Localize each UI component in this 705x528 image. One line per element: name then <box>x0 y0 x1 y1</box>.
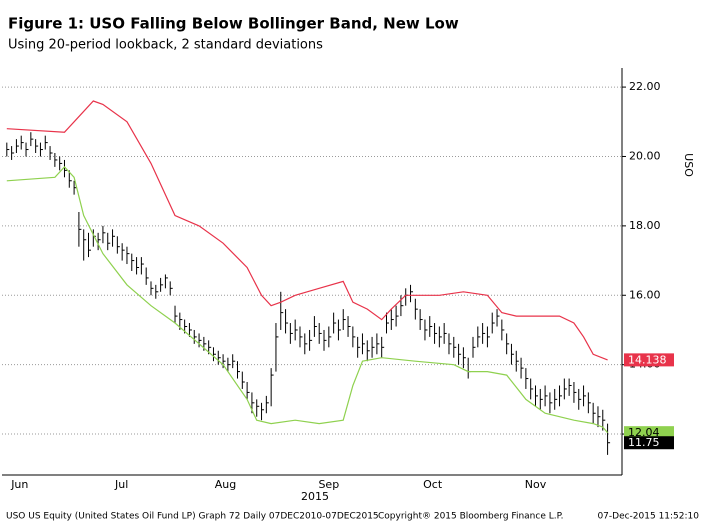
x-axis-label: 2015 <box>301 490 329 503</box>
last-value-badge <box>624 353 674 367</box>
chart-title: Figure 1: USO Falling Below Bollinger Ba… <box>8 15 459 33</box>
x-tick-label: Oct <box>423 478 443 491</box>
last-value-badge <box>624 436 674 450</box>
y-tick-label: 16.00 <box>629 288 661 301</box>
last-value-label: 11.75 <box>628 436 660 449</box>
x-tick-label: Jul <box>114 478 128 491</box>
y-axis-label: USO <box>682 153 695 177</box>
footer: USO US Equity (United States Oil Fund LP… <box>6 512 379 522</box>
y-tick-label: 18.00 <box>629 219 661 232</box>
y-tick-label: 22.00 <box>629 80 661 93</box>
last-value-label: 14.138 <box>628 353 667 366</box>
x-tick-label: Sep <box>318 478 339 491</box>
last-value-label: 12.04 <box>628 426 660 439</box>
footer: 07-Dec-2015 11:52:10 <box>597 512 699 522</box>
footer: Copyright® 2015 Bloomberg Finance L.P. <box>378 512 563 522</box>
x-tick-label: Jun <box>10 478 28 491</box>
band-line <box>6 166 609 434</box>
x-tick-label: Nov <box>525 478 547 491</box>
y-tick-label: 20.00 <box>629 149 661 162</box>
last-value-badge <box>624 426 674 440</box>
band-line <box>6 100 608 361</box>
chart-subtitle: Using 20-period lookback, 2 standard dev… <box>8 38 323 53</box>
x-tick-label: Aug <box>215 478 236 491</box>
